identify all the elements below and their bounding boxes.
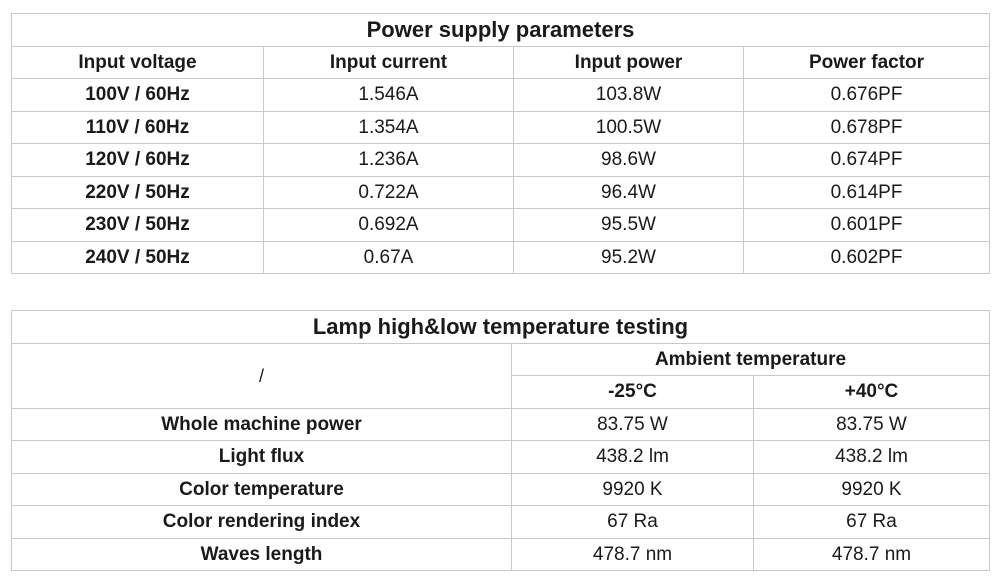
column-header: -25°C — [511, 375, 754, 409]
value-cell: 67 Ra — [753, 505, 990, 539]
power-factor-cell: 0.678PF — [742, 110, 991, 144]
column-header: Power factor — [742, 45, 991, 79]
column-header: Input current — [263, 45, 514, 79]
value-cell: 478.7 nm — [511, 537, 754, 571]
power-factor-cell: 0.674PF — [742, 143, 991, 177]
row-label: Whole machine power — [11, 407, 512, 441]
table-row: Whole machine power 83.75 W 83.75 W — [11, 407, 990, 441]
table-row: Waves length 478.7 nm 478.7 nm — [11, 537, 990, 571]
value-cell: 67 Ra — [511, 505, 754, 539]
temp-table-title: Lamp high&low temperature testing — [11, 310, 990, 344]
row-label: Color temperature — [11, 472, 512, 506]
voltage-cell: 120V / 60Hz — [11, 143, 264, 177]
power-cell: 96.4W — [513, 175, 744, 209]
value-cell: 83.75 W — [753, 407, 990, 441]
table-row: Color rendering index 67 Ra 67 Ra — [11, 505, 990, 539]
current-cell: 1.354A — [263, 110, 514, 144]
value-cell: 438.2 lm — [511, 440, 754, 474]
power-cell: 95.2W — [513, 240, 744, 274]
value-cell: 83.75 W — [511, 407, 754, 441]
power-factor-cell: 0.614PF — [742, 175, 991, 209]
table-row: 220V / 50Hz 0.722A 96.4W 0.614PF — [11, 175, 991, 209]
table-row: 100V / 60Hz 1.546A 103.8W 0.676PF — [11, 78, 991, 112]
current-cell: 0.722A — [263, 175, 514, 209]
table-row: Color temperature 9920 K 9920 K — [11, 472, 990, 506]
voltage-cell: 110V / 60Hz — [11, 110, 264, 144]
table-title-row: Lamp high&low temperature testing — [11, 310, 990, 344]
header-row: Input voltage Input current Input power … — [11, 45, 991, 79]
table-row: 240V / 50Hz 0.67A 95.2W 0.602PF — [11, 240, 991, 274]
power-cell: 103.8W — [513, 78, 744, 112]
voltage-cell: 220V / 50Hz — [11, 175, 264, 209]
column-header: Input voltage — [11, 45, 264, 79]
current-cell: 1.546A — [263, 78, 514, 112]
power-cell: 100.5W — [513, 110, 744, 144]
value-cell: 438.2 lm — [753, 440, 990, 474]
power-cell: 95.5W — [513, 208, 744, 242]
column-header: +40°C — [753, 375, 990, 409]
row-label: Color rendering index — [11, 505, 512, 539]
current-cell: 1.236A — [263, 143, 514, 177]
current-cell: 0.692A — [263, 208, 514, 242]
value-cell: 9920 K — [511, 472, 754, 506]
header-row: / Ambient temperature — [11, 342, 990, 409]
corner-cell: / — [11, 342, 512, 409]
value-cell: 9920 K — [753, 472, 990, 506]
value-cell: 478.7 nm — [753, 537, 990, 571]
temperature-testing-table: Lamp high&low temperature testing / Ambi… — [11, 310, 990, 571]
table-row: 110V / 60Hz 1.354A 100.5W 0.678PF — [11, 110, 991, 144]
row-label: Light flux — [11, 440, 512, 474]
table-row: 230V / 50Hz 0.692A 95.5W 0.601PF — [11, 208, 991, 242]
power-factor-cell: 0.601PF — [742, 208, 991, 242]
column-header: Input power — [513, 45, 744, 79]
power-factor-cell: 0.602PF — [742, 240, 991, 274]
header-row: -25°C +40°C — [12, 375, 990, 409]
table-row: 120V / 60Hz 1.236A 98.6W 0.674PF — [11, 143, 991, 177]
voltage-cell: 240V / 50Hz — [11, 240, 264, 274]
row-label: Waves length — [11, 537, 512, 571]
power-cell: 98.6W — [513, 143, 744, 177]
ambient-temperature-header: Ambient temperature — [511, 342, 990, 376]
voltage-cell: 100V / 60Hz — [11, 78, 264, 112]
current-cell: 0.67A — [263, 240, 514, 274]
power-factor-cell: 0.676PF — [742, 78, 991, 112]
voltage-cell: 230V / 50Hz — [11, 208, 264, 242]
table-title-row: Power supply parameters — [10, 13, 991, 47]
power-table-title: Power supply parameters — [10, 13, 991, 47]
power-supply-table: Power supply parameters Input voltage In… — [10, 13, 991, 274]
table-row: Light flux 438.2 lm 438.2 lm — [11, 440, 990, 474]
